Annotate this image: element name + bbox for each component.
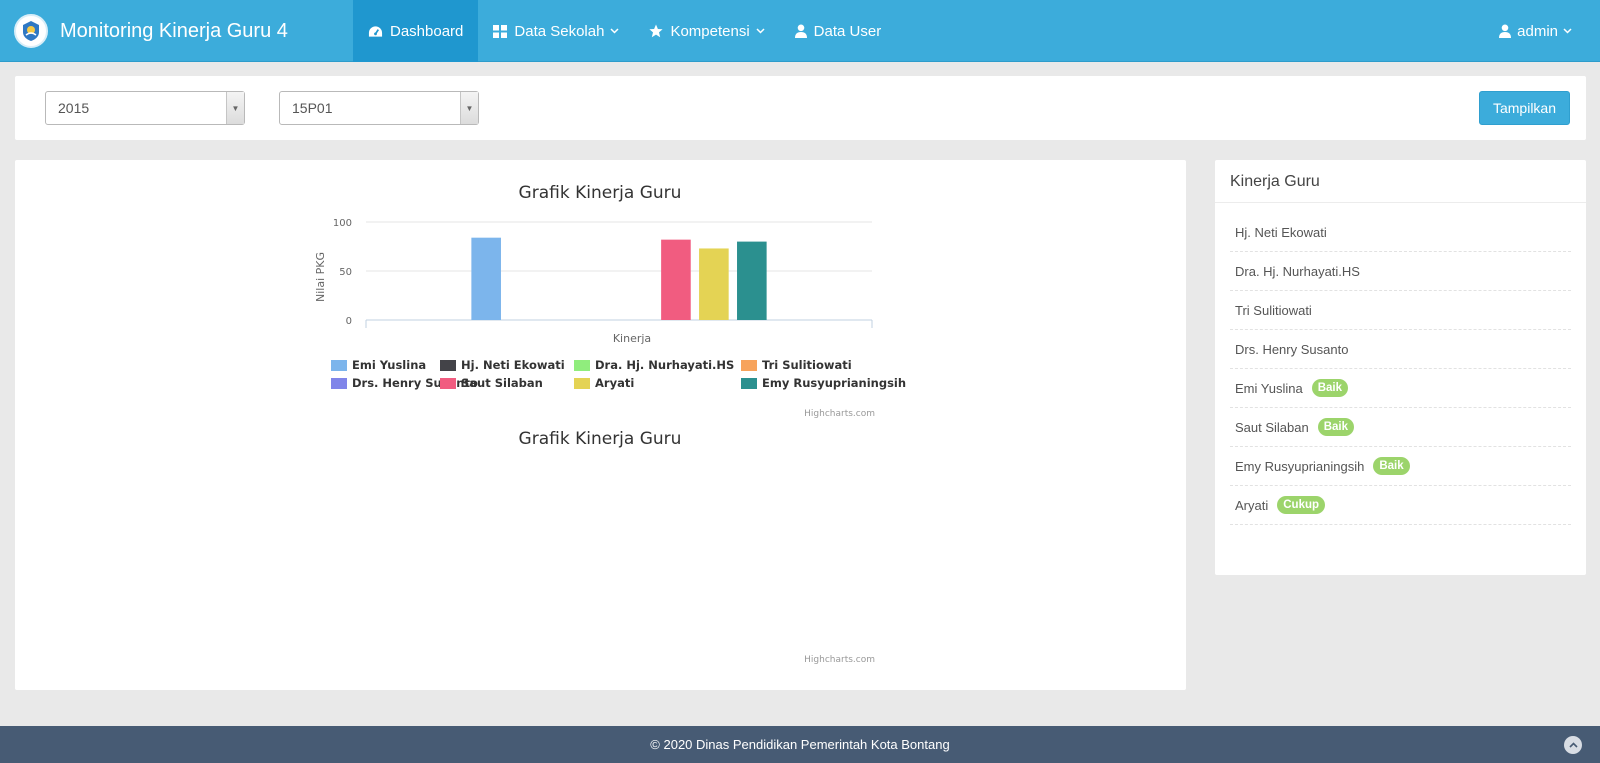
legend-label: Tri Sulitiowati [762,358,852,372]
teacher-list-item: Drs. Henry Susanto [1230,330,1571,369]
teacher-list-item: Emy Rusyuprianingsih Baik [1230,447,1571,486]
footer: © 2020 Dinas Pendidikan Pemerintah Kota … [0,726,1600,763]
teacher-list-item: Emi Yuslina Baik [1230,369,1571,408]
chart-credits-2[interactable]: Highcharts.com [804,655,875,665]
nav-data-sekolah[interactable]: Data Sekolah [478,0,634,62]
bar[interactable] [737,241,767,320]
legend-item[interactable]: Tri Sulitiowati [741,358,852,372]
dashboard-icon [368,25,383,37]
dropdown-arrow-icon: ▼ [226,92,244,124]
legend-item[interactable]: Emi Yuslina [331,358,426,372]
nav-data-user[interactable]: Data User [780,0,897,62]
teacher-list-item: Saut Silaban Baik [1230,408,1571,447]
teacher-name: Tri Sulitiowati [1235,302,1312,318]
grid-icon [493,24,508,38]
period-select-value: 15P01 [292,100,333,116]
legend-swatch [331,360,347,371]
legend-label: Aryati [595,376,634,390]
filter-bar: 2015 ▼ 15P01 ▼ Tampilkan [15,76,1586,140]
legend-swatch [574,378,590,389]
user-menu[interactable]: admin [1499,0,1572,62]
nav-kompetensi-label: Kompetensi [670,22,750,40]
brand[interactable]: Monitoring Kinerja Guru 4 [14,12,288,50]
teacher-name: Emy Rusyuprianingsih [1235,458,1365,474]
legend-item[interactable]: Dra. Hj. Nurhayati.HS [574,358,734,372]
bar[interactable] [699,248,729,320]
legend-label: Drs. Henry Susanto [352,376,478,390]
teacher-list-item: Tri Sulitiowati [1230,291,1571,330]
y-tick-label: 0 [346,316,352,327]
legend-label: Hj. Neti Ekowati [461,358,565,372]
legend-item[interactable]: Saut Silaban [440,376,543,390]
year-select[interactable]: 2015 ▼ [45,91,245,125]
panel-title: Kinerja Guru [1215,160,1586,203]
app-title: Monitoring Kinerja Guru 4 [60,19,288,42]
chart-title-2: Grafik Kinerja Guru [519,429,682,449]
star-icon [649,24,664,38]
bar[interactable] [471,237,501,320]
status-badge: Cukup [1277,496,1326,514]
status-badge: Baik [1311,379,1348,397]
kinerja-guru-panel: Kinerja Guru Hj. Neti Ekowati Dra. Hj. Nu… [1215,160,1586,575]
y-tick-label: 50 [339,267,352,278]
nav-dashboard[interactable]: Dashboard [353,0,479,62]
teacher-name: Emi Yuslina [1235,380,1303,396]
legend-label: Emi Yuslina [352,358,426,372]
legend-swatch [741,360,757,371]
chevron-up-icon [1568,742,1578,748]
teacher-name: Saut Silaban [1235,419,1309,435]
dropdown-arrow-icon: ▼ [460,92,478,124]
legend-label: Dra. Hj. Nurhayati.HS [595,358,734,372]
teacher-name: Hj. Neti Ekowati [1235,224,1327,240]
bar[interactable] [661,239,691,320]
teacher-list-item: Aryati Cukup [1230,486,1571,525]
teacher-list-item: Dra. Hj. Nurhayati.HS [1230,252,1571,291]
status-badge: Baik [1373,457,1410,475]
period-select[interactable]: 15P01 ▼ [279,91,479,125]
legend-swatch [741,378,757,389]
nav-data-sekolah-label: Data Sekolah [514,22,605,40]
nav-data-user-label: Data User [813,22,882,40]
teacher-list: Hj. Neti Ekowati Dra. Hj. Nurhayati.HS Tri… [1215,203,1586,525]
chart-title: Grafik Kinerja Guru [519,183,682,203]
chart-y-axis-label: Nilai PKG [314,252,327,302]
legend-label: Emy Rusyuprianingsih [762,376,906,390]
legend-label: Saut Silaban [461,376,543,390]
legend-swatch [440,360,456,371]
status-badge: Baik [1317,418,1355,436]
chart-panel: Grafik Kinerja Guru Nilai PKG Kinerja 0 5… [15,160,1186,690]
nav-kompetensi[interactable]: Kompetensi [634,0,779,62]
y-tick-label: 100 [333,218,352,229]
teacher-name: Dra. Hj. Nurhayati.HS [1235,263,1360,279]
legend-swatch [574,360,590,371]
top-navbar: Monitoring Kinerja Guru 4 Dashboard Data… [0,0,1600,62]
charts-svg: Grafik Kinerja Guru Nilai PKG Kinerja 0 5… [314,183,906,665]
legend-item[interactable]: Emy Rusyuprianingsih [741,376,906,390]
nav-dashboard-label: Dashboard [390,22,464,40]
chevron-down-icon [610,28,619,34]
year-select-value: 2015 [58,100,90,116]
teacher-list-item: Hj. Neti Ekowati [1230,213,1571,252]
chart-x-axis-label: Kinerja [613,332,651,345]
legend-item[interactable]: Aryati [574,376,634,390]
user-icon [794,24,807,38]
tut-wuri-handayani-logo [14,14,48,48]
teacher-name: Drs. Henry Susanto [1235,341,1349,357]
legend-item[interactable]: Hj. Neti Ekowati [440,358,565,372]
legend-swatch [331,378,347,389]
teacher-name: Aryati [1235,497,1269,513]
tampilkan-button[interactable]: Tampilkan [1478,91,1570,125]
chevron-down-icon [1563,28,1572,34]
main-nav: Dashboard Data Sekolah Kompetensi Data U… [353,0,896,62]
scroll-top-button[interactable] [1564,736,1582,754]
chart-credits[interactable]: Highcharts.com [804,409,875,419]
legend-swatch [440,378,456,389]
footer-text: © 2020 Dinas Pendidikan Pemerintah Kota … [650,737,950,752]
user-name: admin [1517,22,1558,40]
user-icon [1499,24,1512,38]
chevron-down-icon [756,28,765,34]
